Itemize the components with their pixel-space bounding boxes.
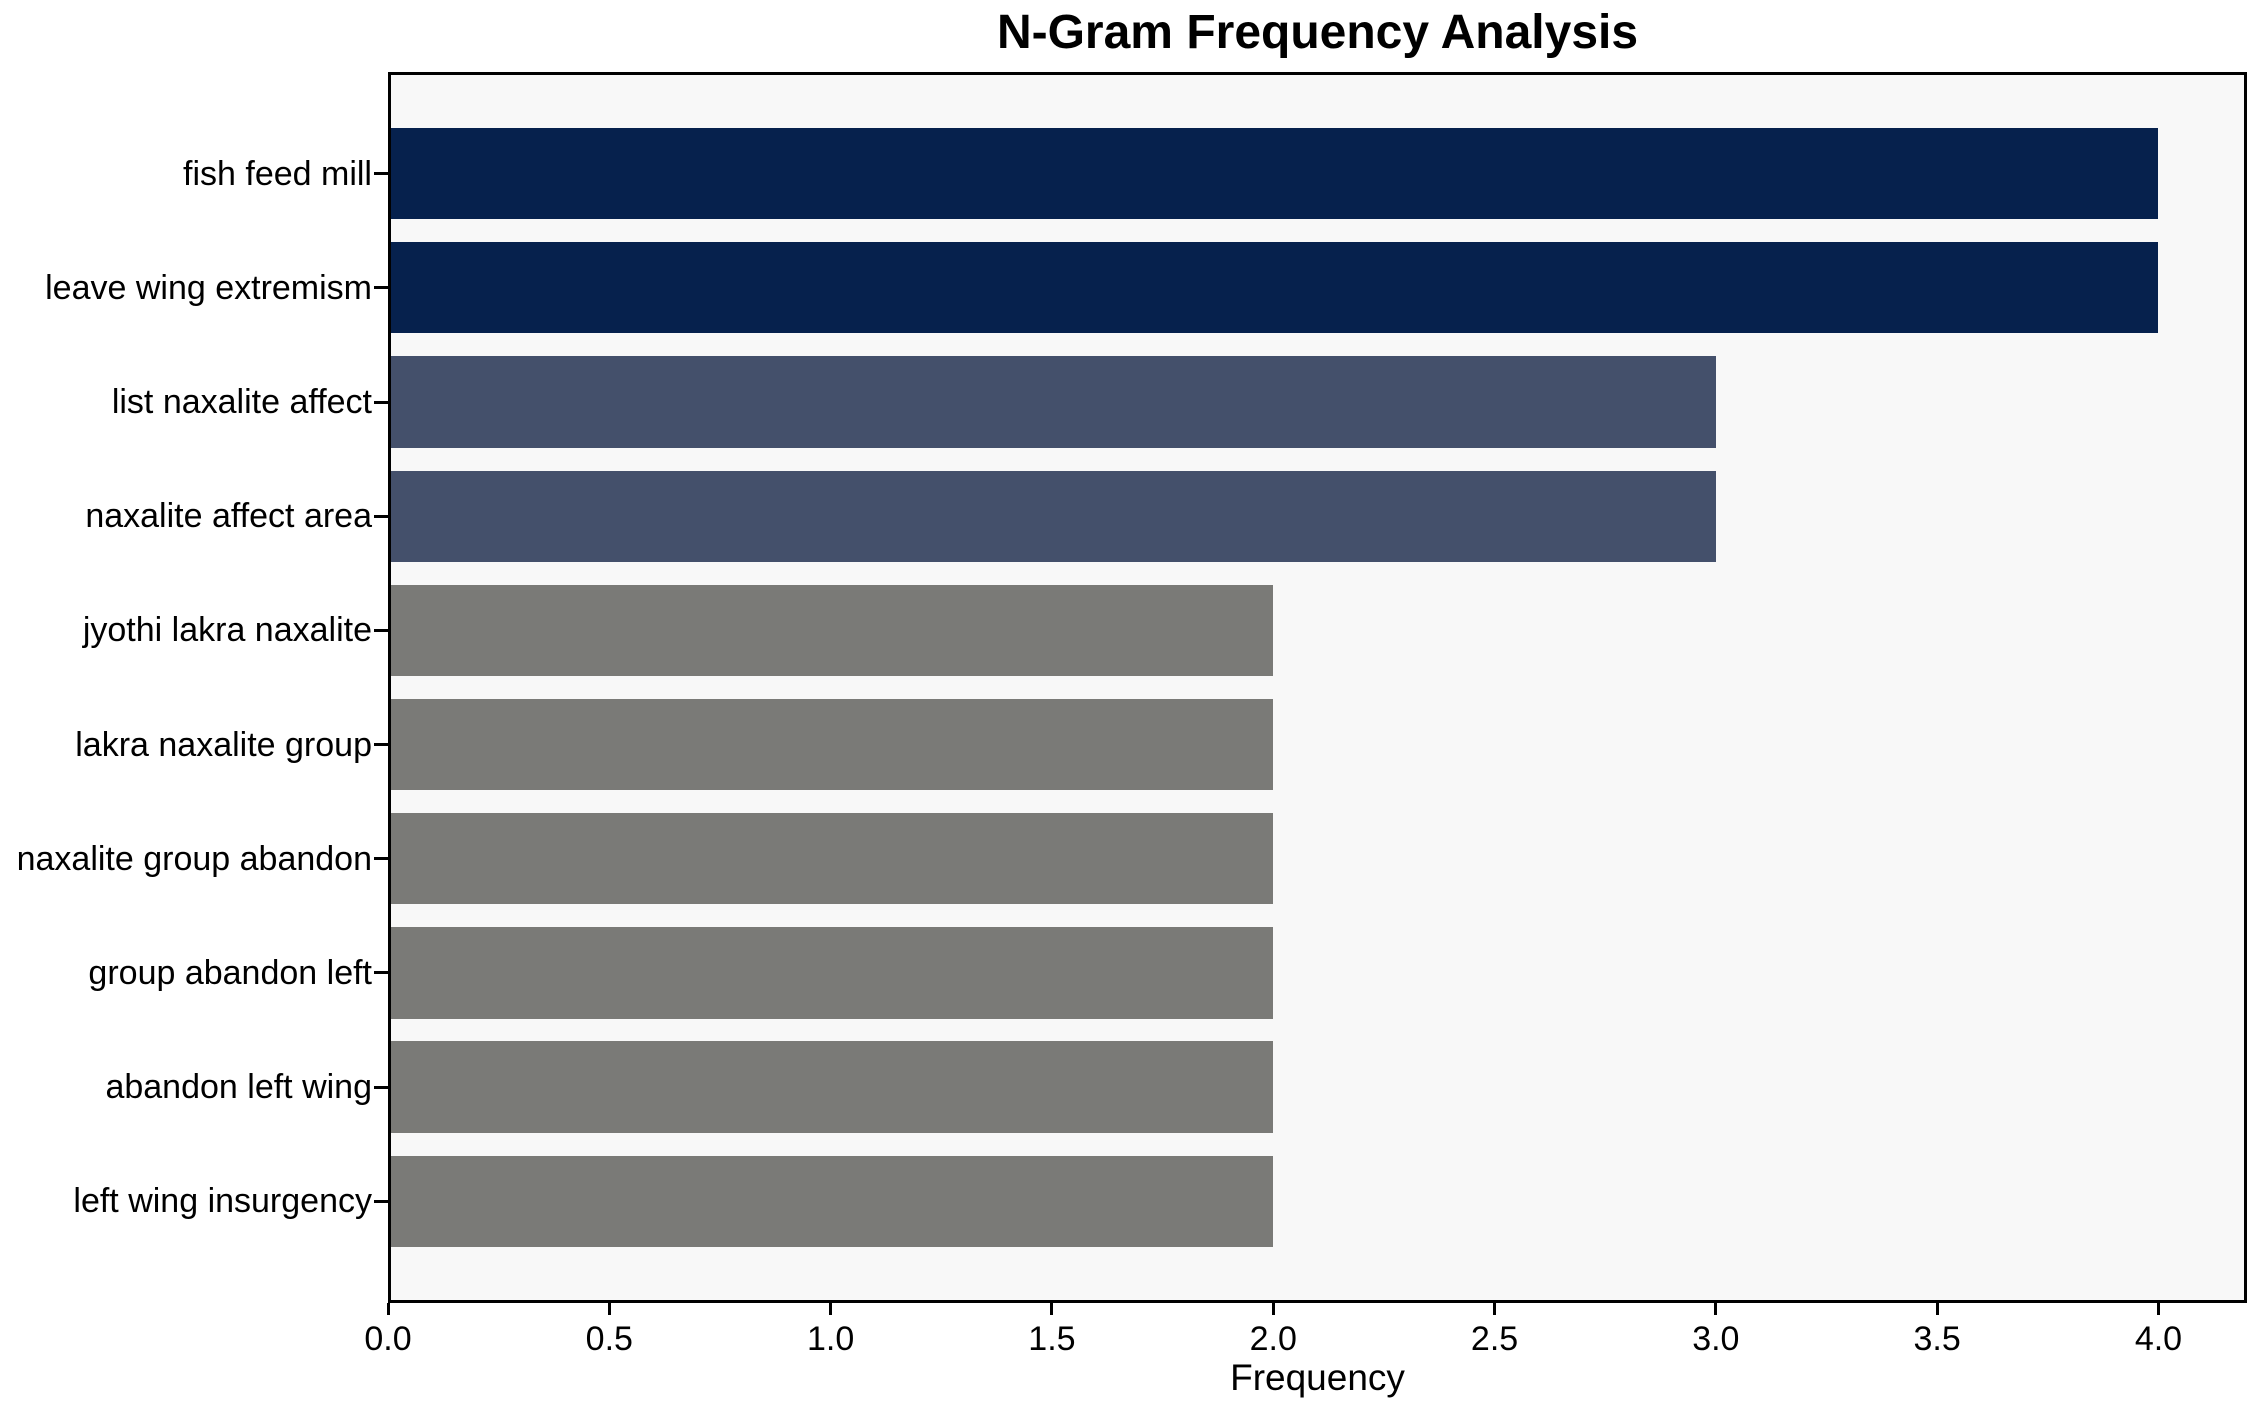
x-tick-label: 2.0 [1249,1320,1297,1358]
x-tick-mark [829,1303,833,1315]
y-tick-mark [374,857,388,861]
x-tick-label: 1.0 [806,1320,855,1358]
bar-left-wing-insurgency [388,1155,1274,1248]
bar-list-naxalite-affect [388,356,1716,448]
bar-naxalite-affect-area [388,470,1716,562]
y-tick-label: leave wing extremism [45,268,372,307]
y-tick-mark [374,1085,388,1089]
x-tick-mark [386,1303,390,1315]
x-tick-label: 4.0 [2134,1320,2183,1358]
y-tick-label: list naxalite affect [111,383,372,422]
x-tick-label: 0.0 [364,1320,412,1358]
y-tick-label: group abandon left [88,953,372,992]
x-tick-mark [607,1303,611,1315]
bar-lakra-naxalite-group [388,698,1274,791]
y-tick-mark [374,172,388,176]
y-tick-label: jyothi lakra naxalite [82,611,372,650]
x-tick-mark [1271,1303,1275,1315]
y-tick-mark [374,286,388,290]
bar-fish-feed-mill [388,127,2159,220]
y-tick-label: lakra naxalite group [75,725,372,764]
x-tick-mark [2156,1303,2160,1315]
y-tick-mark [374,743,388,747]
x-tick-label: 3.5 [1913,1320,1961,1358]
y-tick-label: abandon left wing [105,1068,372,1107]
bar-leave-wing-extremism [388,242,2159,334]
bar-group-abandon-left [388,927,1274,1019]
bar-jyothi-lakra-naxalite [388,584,1274,677]
bar-naxalite-group-abandon [388,813,1274,905]
y-tick-label: left wing insurgency [73,1182,372,1221]
x-tick-label: 2.5 [1470,1320,1519,1358]
y-tick-mark [374,628,388,632]
x-tick-label: 3.0 [1692,1320,1740,1358]
x-axis-label: Frequency [1230,1357,1405,1398]
y-tick-mark [374,514,388,518]
x-tick-mark [1050,1303,1054,1315]
y-tick-mark [374,971,388,975]
x-tick-label: 0.5 [585,1320,633,1358]
y-tick-label: fish feed mill [183,154,372,193]
y-tick-mark [374,400,388,404]
y-tick-mark [374,1199,388,1203]
plot-frame-spines [388,72,2247,1303]
bar-abandon-left-wing [388,1041,1274,1133]
y-tick-label: naxalite affect area [85,497,372,536]
x-tick-label: 1.5 [1028,1320,1076,1358]
chart-title: N-Gram Frequency Analysis [996,6,1639,59]
y-tick-label: naxalite group abandon [16,839,372,878]
x-tick-mark [1714,1303,1718,1315]
x-tick-mark [1493,1303,1497,1315]
x-tick-mark [1935,1303,1939,1315]
